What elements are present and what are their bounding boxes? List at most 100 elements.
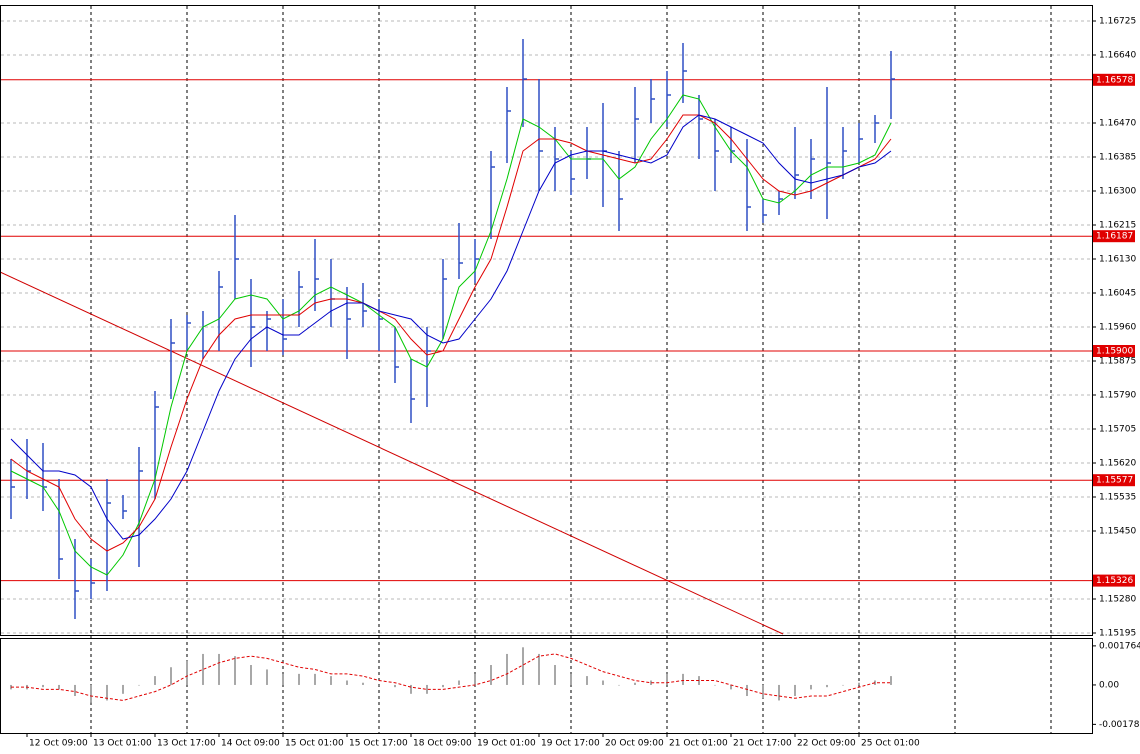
histogram-bar (650, 680, 652, 685)
histogram-bar (826, 684, 828, 688)
level-label: 1.15900 (1096, 347, 1133, 357)
y-tick-label: 1.15875 (1099, 357, 1136, 367)
histogram-bar (474, 673, 476, 685)
level-label-box (1093, 230, 1135, 243)
histogram-bar (298, 673, 300, 685)
histogram-bar (74, 684, 76, 697)
histogram-bar (266, 669, 268, 685)
y-tick-label: 1.15960 (1099, 323, 1136, 333)
histogram-bar (138, 684, 140, 686)
x-tick-label: 12 Oct 09:00 (29, 739, 88, 749)
y-tick-label: 1.16045 (1099, 289, 1136, 299)
y-tick-label: 1.16470 (1099, 119, 1136, 129)
histogram-bar (746, 684, 748, 697)
histogram-bar (714, 684, 716, 686)
histogram-bar (394, 684, 396, 688)
histogram-bar (842, 684, 844, 686)
histogram-bar (106, 684, 108, 701)
histogram-bar (794, 684, 796, 697)
histogram-bar (522, 647, 524, 685)
level-label-box (1093, 73, 1135, 86)
histogram-bar (554, 665, 556, 685)
histogram-bar (250, 665, 252, 685)
level-label-box (1093, 345, 1135, 357)
histogram-bar (410, 684, 412, 694)
histogram-bar (346, 680, 348, 685)
y-tick-label: 1.16640 (1099, 51, 1136, 61)
x-tick-label: 20 Oct 09:00 (605, 739, 664, 749)
histogram-bar (618, 684, 620, 686)
histogram-bar (602, 680, 604, 685)
y-tick-label: 0.001764 (1099, 641, 1140, 651)
histogram-bar (186, 660, 188, 685)
y-tick-label: 1.16300 (1099, 187, 1136, 197)
y-tick-label: 1.15450 (1099, 527, 1136, 537)
y-tick-label: 1.15705 (1099, 425, 1136, 435)
histogram-bar (90, 684, 92, 703)
y-tick-label: 1.16215 (1099, 221, 1136, 231)
histogram-bar (218, 653, 220, 685)
x-tick-label: 14 Oct 09:00 (221, 739, 280, 749)
y-tick-label: -0.00178 (1099, 720, 1140, 730)
histogram-bar (634, 682, 636, 685)
histogram-bar (42, 684, 44, 688)
level-label-box (1093, 474, 1135, 487)
y-tick-label: 1.15620 (1099, 459, 1136, 469)
y-tick-label: 1.16725 (1099, 17, 1136, 27)
x-tick-label: 22 Oct 09:00 (797, 739, 856, 749)
indicator-panel (0, 638, 1093, 734)
histogram-bar (234, 656, 236, 685)
histogram-bar (538, 653, 540, 685)
histogram-bar (362, 682, 364, 685)
histogram-bar (490, 665, 492, 685)
y-tick-label: 1.15535 (1099, 493, 1136, 503)
histogram-bar (682, 673, 684, 685)
moving-average (10, 114, 892, 552)
histogram-bar (330, 676, 332, 685)
y-tick-label: 1.16130 (1099, 255, 1136, 265)
histogram-bar (314, 673, 316, 685)
histogram-bar (458, 680, 460, 685)
histogram-bar (282, 673, 284, 685)
histogram-bar (170, 667, 172, 685)
x-tick-label: 15 Oct 01:00 (285, 739, 344, 749)
histogram-bar (730, 684, 732, 690)
trendline (1, 271, 784, 635)
histogram-bar (154, 676, 156, 685)
x-tick-label: 21 Oct 17:00 (733, 739, 792, 749)
x-tick-label: 25 Oct 01:00 (861, 739, 920, 749)
main-panel (0, 5, 1093, 636)
x-tick-label: 18 Oct 09:00 (413, 739, 472, 749)
histogram-bar (586, 676, 588, 685)
histogram-bar (378, 684, 380, 686)
x-tick-label: 19 Oct 17:00 (541, 739, 600, 749)
y-tick-label: 1.15195 (1099, 629, 1136, 639)
level-label: 1.15326 (1096, 576, 1133, 586)
histogram-bar (858, 682, 860, 685)
x-tick-label: 21 Oct 01:00 (669, 739, 728, 749)
histogram-bar (426, 684, 428, 694)
level-label-box (1093, 574, 1135, 587)
y-tick-label: 1.15280 (1099, 595, 1136, 605)
moving-average (10, 114, 892, 540)
histogram-bar (890, 676, 892, 685)
y-tick-label: 1.15790 (1099, 391, 1136, 401)
histogram-bar (778, 684, 780, 701)
histogram-bar (762, 684, 764, 699)
histogram-bar (58, 684, 60, 690)
histogram-bar (442, 684, 444, 688)
y-tick-label: 0.00 (1099, 680, 1119, 690)
x-tick-label: 13 Oct 01:00 (93, 739, 152, 749)
level-label: 1.16578 (1096, 75, 1133, 85)
histogram-bar (202, 653, 204, 685)
x-tick-label: 19 Oct 01:00 (477, 739, 536, 749)
histogram-bar (570, 673, 572, 685)
histogram-bar (810, 684, 812, 690)
level-label: 1.15577 (1096, 476, 1133, 486)
histogram-bar (506, 653, 508, 685)
level-label: 1.16187 (1096, 232, 1133, 242)
y-tick-label: 1.16385 (1099, 153, 1136, 163)
